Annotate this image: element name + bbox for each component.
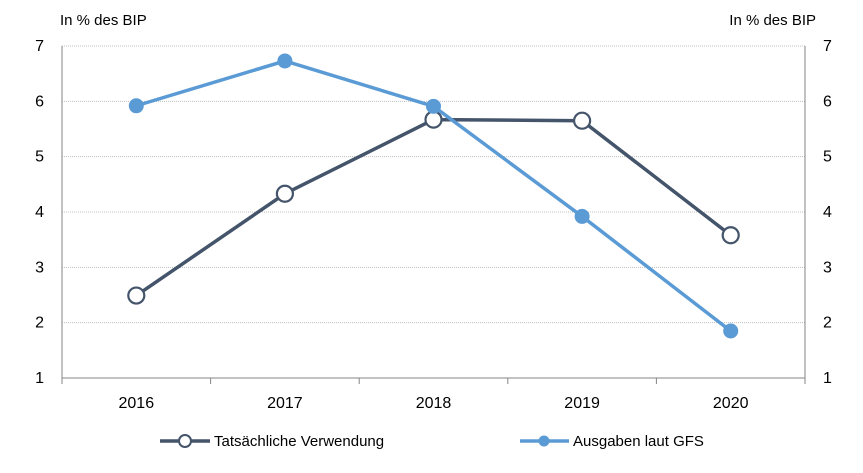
left-y-tick-labels: 1 2 3 4 5 6 7 [35,38,44,387]
legend-label-ausgaben-laut-gfs: Ausgaben laut GFS [573,433,704,450]
x-tick-label: 2020 [713,395,749,412]
series-layer [127,53,740,339]
series-line [135,117,732,297]
right-y-tick-label: 2 [823,315,832,332]
right-y-tick-label: 7 [823,38,832,55]
data-point [572,111,592,130]
right-y-axis-title: In % des BIP [729,12,816,29]
x-tick-label: 2016 [119,395,155,412]
left-y-tick-label: 6 [35,93,44,110]
legend-label-tatsaechliche-verwendung: Tatsächliche Verwendung [214,433,384,450]
right-y-tick-label: 4 [823,204,832,221]
right-y-tick-label: 5 [823,149,832,166]
x-tick-label: 2018 [416,395,452,412]
left-y-tick-label: 5 [35,149,44,166]
data-point [574,208,590,224]
axes [61,46,806,379]
left-y-tick-label: 4 [35,204,44,221]
data-point [127,286,146,305]
right-y-tick-label: 3 [823,259,832,276]
data-point [721,226,740,245]
data-point [426,98,441,114]
series-1 [128,53,739,339]
right-y-tick-labels: 1 2 3 4 5 6 7 [823,38,832,387]
legend-item-tatsaechliche-verwendung: Tatsächliche Verwendung [160,433,384,450]
x-tick-label: 2019 [564,395,600,412]
left-y-tick-label: 3 [35,259,44,276]
data-point [723,323,739,339]
data-point [424,110,443,129]
legend-item-ausgaben-laut-gfs: Ausgaben laut GFS [520,433,704,450]
data-point [275,184,294,203]
left-y-tick-label: 1 [35,370,44,387]
x-tick-labels: 2016 2017 2018 2019 2020 [119,395,749,412]
data-point [277,53,293,69]
x-axis-tick-marks [61,378,806,384]
legend-swatch-marker [538,435,550,447]
right-y-tick-label: 6 [823,93,832,110]
legend: Tatsächliche Verwendung Ausgaben laut GF… [160,433,704,450]
left-y-axis-title: In % des BIP [60,12,147,29]
x-tick-label: 2017 [267,395,303,412]
left-y-tick-label: 2 [35,315,44,332]
data-point [128,98,144,114]
right-y-tick-label: 1 [823,370,832,387]
left-y-tick-label: 7 [35,38,44,55]
series-0 [127,110,740,305]
legend-swatch-marker [178,434,192,448]
gridlines [62,45,805,324]
